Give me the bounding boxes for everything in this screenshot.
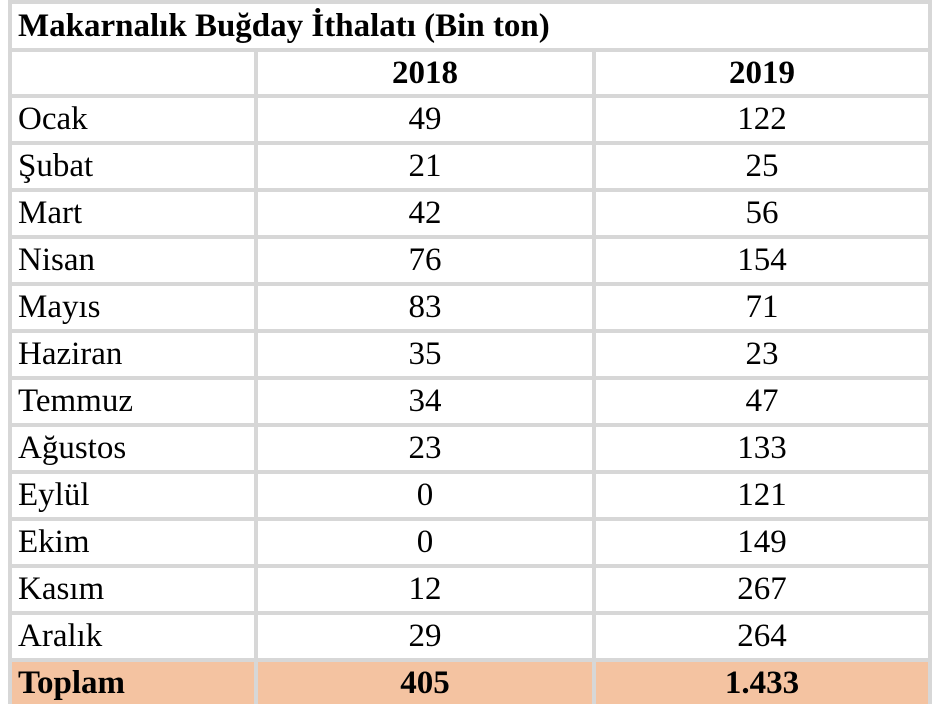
value-2019-cell: 133 — [596, 427, 933, 474]
total-2018: 405 — [258, 662, 596, 704]
table-row: Ekim 0 149 — [8, 521, 933, 568]
month-cell: Mart — [8, 192, 258, 239]
total-row: Toplam 405 1.433 — [8, 662, 933, 704]
table-title: Makarnalık Buğday İthalatı (Bin ton) — [8, 0, 933, 52]
value-2019-cell: 47 — [596, 380, 933, 427]
wheat-import-table: Makarnalık Buğday İthalatı (Bin ton) 201… — [8, 0, 933, 704]
table-row: Aralık 29 264 — [8, 615, 933, 662]
table-row: Ocak 49 122 — [8, 98, 933, 145]
value-2018-cell: 42 — [258, 192, 596, 239]
month-cell: Ağustos — [8, 427, 258, 474]
table-row: Ağustos 23 133 — [8, 427, 933, 474]
table-row: Haziran 35 23 — [8, 333, 933, 380]
month-cell: Nisan — [8, 239, 258, 286]
table-row: Mart 42 56 — [8, 192, 933, 239]
header-row: 2018 2019 — [8, 52, 933, 98]
value-2019-cell: 149 — [596, 521, 933, 568]
month-cell: Ekim — [8, 521, 258, 568]
month-cell: Eylül — [8, 474, 258, 521]
month-cell: Kasım — [8, 568, 258, 615]
corner-cell — [8, 52, 258, 98]
value-2019-cell: 122 — [596, 98, 933, 145]
month-cell: Haziran — [8, 333, 258, 380]
value-2019-cell: 267 — [596, 568, 933, 615]
value-2018-cell: 12 — [258, 568, 596, 615]
table-row: Kasım 12 267 — [8, 568, 933, 615]
value-2019-cell: 25 — [596, 145, 933, 192]
total-label: Toplam — [8, 662, 258, 704]
value-2019-cell: 264 — [596, 615, 933, 662]
month-cell: Mayıs — [8, 286, 258, 333]
table-row: Nisan 76 154 — [8, 239, 933, 286]
month-cell: Şubat — [8, 145, 258, 192]
value-2018-cell: 35 — [258, 333, 596, 380]
value-2019-cell: 71 — [596, 286, 933, 333]
value-2018-cell: 21 — [258, 145, 596, 192]
value-2019-cell: 56 — [596, 192, 933, 239]
table-row: Temmuz 34 47 — [8, 380, 933, 427]
value-2018-cell: 76 — [258, 239, 596, 286]
table-row: Eylül 0 121 — [8, 474, 933, 521]
value-2018-cell: 34 — [258, 380, 596, 427]
month-cell: Temmuz — [8, 380, 258, 427]
month-cell: Ocak — [8, 98, 258, 145]
value-2018-cell: 0 — [258, 474, 596, 521]
value-2019-cell: 23 — [596, 333, 933, 380]
value-2018-cell: 29 — [258, 615, 596, 662]
month-cell: Aralık — [8, 615, 258, 662]
value-2019-cell: 121 — [596, 474, 933, 521]
column-header-2019: 2019 — [596, 52, 933, 98]
column-header-2018: 2018 — [258, 52, 596, 98]
total-2019: 1.433 — [596, 662, 933, 704]
title-row: Makarnalık Buğday İthalatı (Bin ton) — [8, 0, 933, 52]
value-2018-cell: 83 — [258, 286, 596, 333]
value-2018-cell: 0 — [258, 521, 596, 568]
table-row: Mayıs 83 71 — [8, 286, 933, 333]
value-2018-cell: 49 — [258, 98, 596, 145]
value-2018-cell: 23 — [258, 427, 596, 474]
table-row: Şubat 21 25 — [8, 145, 933, 192]
value-2019-cell: 154 — [596, 239, 933, 286]
